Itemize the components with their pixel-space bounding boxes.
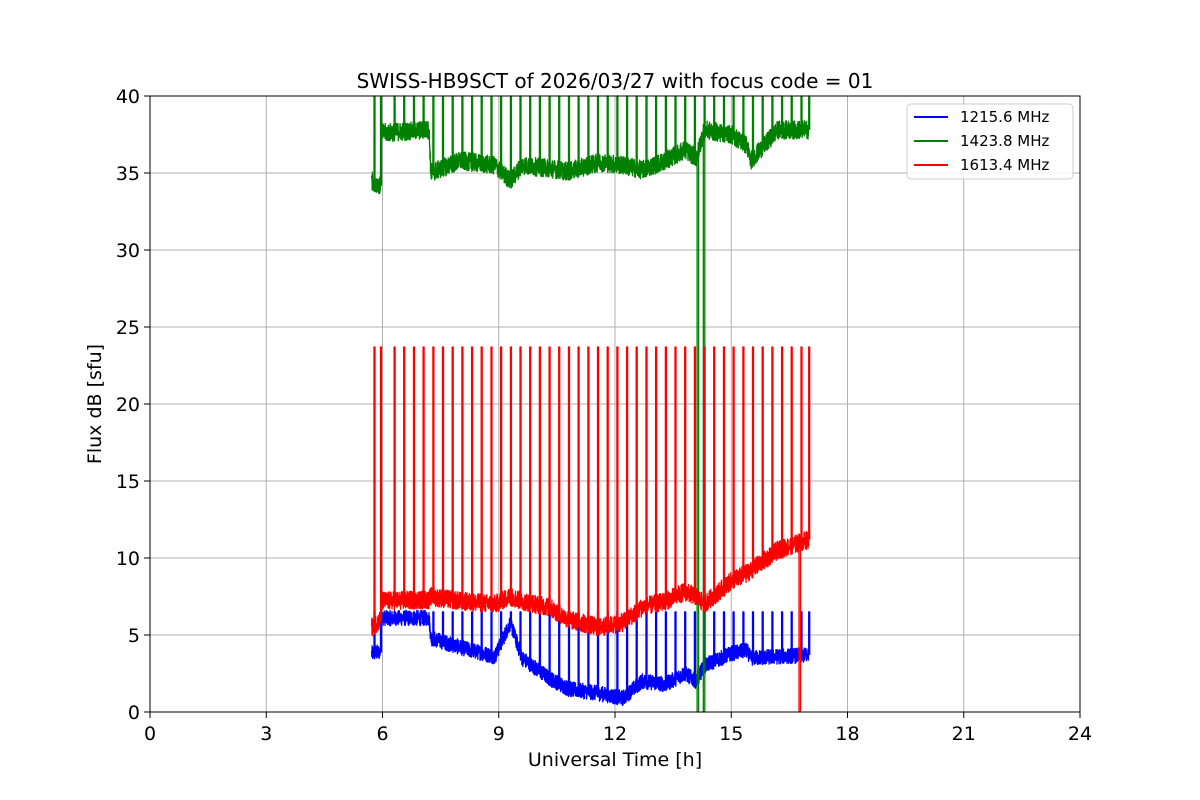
y-tick-label: 0 — [128, 702, 140, 724]
y-tick-label: 25 — [116, 317, 140, 339]
legend-label-1613: 1613.4 MHz — [960, 156, 1049, 174]
x-axis-label: Universal Time [h] — [528, 749, 702, 771]
y-tick-label: 20 — [116, 394, 140, 416]
plot-layer — [370, 95, 811, 713]
legend-label-1423: 1423.8 MHz — [960, 132, 1049, 150]
y-tick-label: 30 — [116, 240, 140, 262]
x-tick-label: 18 — [835, 723, 859, 745]
y-tick-label: 40 — [116, 86, 140, 108]
x-tick-label: 24 — [1068, 723, 1092, 745]
x-tick-label: 15 — [719, 723, 743, 745]
y-tick-label: 5 — [128, 625, 140, 647]
y-axis-label: Flux dB [sfu] — [84, 344, 106, 464]
legend-label-1215: 1215.6 MHz — [960, 108, 1049, 126]
y-tick-label: 10 — [116, 548, 140, 570]
x-tick-label: 9 — [493, 723, 505, 745]
y-tick-label: 35 — [116, 163, 140, 185]
legend: 1215.6 MHz 1423.8 MHz 1613.4 MHz — [906, 103, 1074, 180]
series-line-16134 — [370, 346, 811, 713]
y-tick-label: 15 — [116, 471, 140, 493]
chart-title: SWISS-HB9SCT of 2026/03/27 with focus co… — [357, 69, 874, 93]
x-tick-label: 0 — [144, 723, 156, 745]
x-tick-label: 21 — [952, 723, 976, 745]
x-tick-label: 3 — [260, 723, 272, 745]
x-tick-label: 6 — [376, 723, 388, 745]
x-tick-label: 12 — [603, 723, 627, 745]
series-line-14238 — [370, 95, 811, 713]
legend-box — [906, 103, 1074, 180]
series-line-12156 — [370, 609, 811, 707]
ticks-layer: 0 3 6 9 12 15 18 21 24 0 5 10 15 20 25 30 35 40 — [116, 86, 1092, 745]
